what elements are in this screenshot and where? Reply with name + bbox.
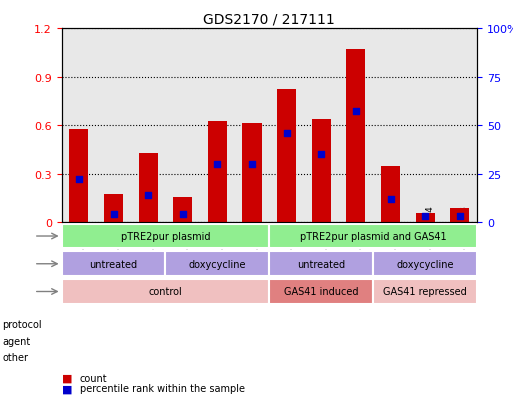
Text: control: control: [149, 287, 182, 297]
Point: [421, 214, 429, 220]
Text: ■: ■: [62, 373, 72, 383]
Text: agent: agent: [3, 336, 31, 346]
Point: [109, 211, 117, 218]
Text: GAS41 repressed: GAS41 repressed: [383, 287, 467, 297]
Point: [386, 196, 394, 203]
Point: [352, 109, 360, 116]
Bar: [208, 122, 227, 223]
Point: [213, 161, 222, 168]
Bar: [346, 50, 365, 223]
Point: [75, 177, 83, 183]
Text: ■: ■: [62, 383, 72, 393]
Bar: [139, 153, 157, 223]
Point: [248, 161, 256, 168]
Point: [283, 130, 291, 137]
FancyBboxPatch shape: [269, 279, 373, 304]
Bar: [416, 214, 435, 223]
Text: pTRE2pur plasmid: pTRE2pur plasmid: [121, 231, 210, 242]
Text: untreated: untreated: [89, 259, 137, 269]
FancyBboxPatch shape: [269, 224, 477, 249]
Text: pTRE2pur plasmid and GAS41: pTRE2pur plasmid and GAS41: [300, 231, 446, 242]
FancyBboxPatch shape: [269, 252, 373, 277]
Point: [317, 152, 325, 158]
Title: GDS2170 / 217111: GDS2170 / 217111: [204, 12, 335, 26]
FancyBboxPatch shape: [373, 279, 477, 304]
Text: doxycycline: doxycycline: [397, 259, 454, 269]
FancyBboxPatch shape: [62, 252, 165, 277]
FancyBboxPatch shape: [373, 252, 477, 277]
Text: protocol: protocol: [3, 319, 42, 329]
Bar: [104, 195, 123, 223]
Text: count: count: [80, 373, 107, 383]
Text: doxycycline: doxycycline: [189, 259, 246, 269]
Bar: [69, 130, 88, 223]
Point: [144, 192, 152, 199]
Text: percentile rank within the sample: percentile rank within the sample: [80, 383, 245, 393]
FancyBboxPatch shape: [62, 279, 269, 304]
FancyBboxPatch shape: [165, 252, 269, 277]
Bar: [450, 209, 469, 223]
Bar: [277, 90, 296, 223]
Bar: [243, 123, 262, 223]
Text: untreated: untreated: [297, 259, 345, 269]
FancyBboxPatch shape: [62, 224, 269, 249]
Point: [456, 214, 464, 220]
Text: GAS41 induced: GAS41 induced: [284, 287, 359, 297]
Bar: [381, 167, 400, 223]
Point: [179, 211, 187, 218]
Bar: [173, 197, 192, 223]
Bar: [312, 120, 331, 223]
Text: other: other: [3, 352, 29, 362]
